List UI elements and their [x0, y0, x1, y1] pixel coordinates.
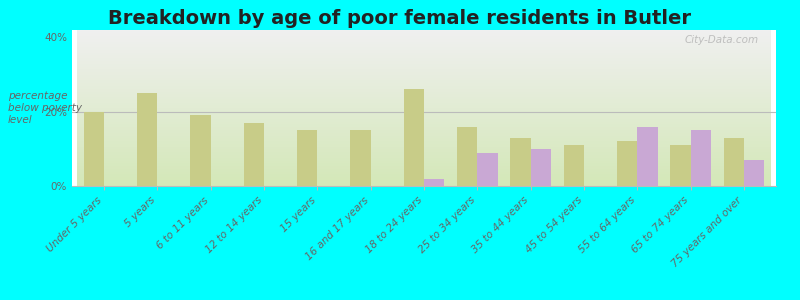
- Bar: [617, 141, 638, 186]
- Bar: [744, 160, 764, 186]
- Bar: [350, 130, 370, 186]
- Bar: [638, 127, 658, 186]
- Bar: [510, 138, 530, 186]
- Bar: [690, 130, 711, 186]
- Bar: [244, 123, 264, 186]
- Bar: [564, 145, 584, 186]
- Bar: [478, 153, 498, 186]
- Bar: [137, 93, 158, 186]
- Text: City-Data.com: City-Data.com: [685, 35, 758, 45]
- Text: Breakdown by age of poor female residents in Butler: Breakdown by age of poor female resident…: [109, 9, 691, 28]
- Bar: [297, 130, 318, 186]
- Bar: [457, 127, 478, 186]
- Bar: [190, 116, 210, 186]
- Bar: [530, 149, 551, 186]
- Bar: [404, 89, 424, 186]
- Bar: [724, 138, 744, 186]
- Bar: [670, 145, 690, 186]
- Bar: [424, 178, 444, 186]
- Bar: [84, 112, 104, 186]
- Text: percentage
below poverty
level: percentage below poverty level: [8, 92, 82, 124]
